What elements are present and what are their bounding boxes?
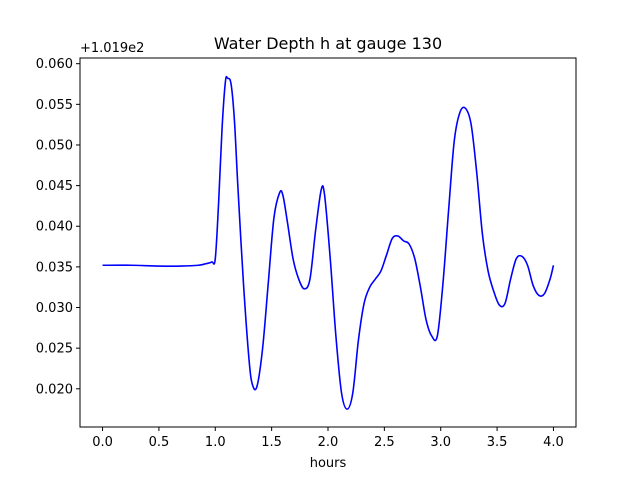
x-tick-label: 1.5 <box>261 435 282 450</box>
y-tick-label: 0.035 <box>36 260 73 275</box>
y-tick-label: 0.060 <box>36 57 73 72</box>
chart-title: Water Depth h at gauge 130 <box>214 34 442 53</box>
x-tick-label: 2.0 <box>318 435 339 450</box>
y-offset-label: +1.019e2 <box>80 41 144 56</box>
y-tick-label: 0.040 <box>36 220 73 235</box>
y-tick-label: 0.020 <box>36 382 73 397</box>
y-tick-label: 0.030 <box>36 301 73 316</box>
series-line <box>102 75 555 410</box>
x-axis: 0.0 0.5 1.0 1.5 2.0 2.5 3.0 3.5 4.0 <box>92 427 564 450</box>
y-axis: 0.020 0.025 0.030 0.035 0.040 0.045 0.050 0.055… <box>36 57 80 397</box>
plot-area <box>102 75 555 410</box>
x-tick-label: 4.0 <box>543 435 564 450</box>
x-tick-label: 0.5 <box>149 435 170 450</box>
plot-frame <box>79 57 577 428</box>
x-tick-label: 3.0 <box>430 435 451 450</box>
x-tick-label: 1.0 <box>205 435 226 450</box>
y-tick-label: 0.025 <box>36 342 73 357</box>
y-tick-label: 0.045 <box>36 179 73 194</box>
x-tick-label: 3.5 <box>487 435 508 450</box>
x-tick-label: 2.5 <box>374 435 395 450</box>
x-tick-label: 0.0 <box>92 435 113 450</box>
y-tick-label: 0.055 <box>36 98 73 113</box>
y-tick-label: 0.050 <box>36 138 73 153</box>
x-axis-label: hours <box>310 456 347 471</box>
